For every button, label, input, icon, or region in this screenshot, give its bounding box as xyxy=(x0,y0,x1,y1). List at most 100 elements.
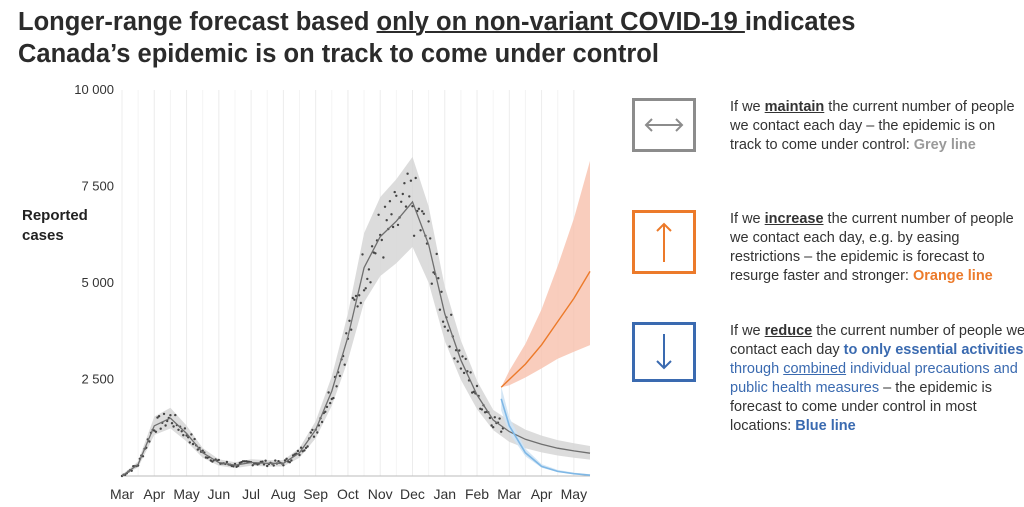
observed-point xyxy=(243,460,246,463)
y-tick-label: 5 000 xyxy=(81,275,114,290)
observed-point xyxy=(472,390,475,393)
legend-reduce-blue1: through xyxy=(730,361,784,377)
observed-point xyxy=(488,416,492,420)
legend-reduce-keyword: reduce xyxy=(764,323,813,339)
observed-point xyxy=(351,296,354,300)
observed-point xyxy=(438,308,442,311)
x-tick-label: Jan xyxy=(433,486,456,502)
observed-point xyxy=(193,437,196,441)
observed-point xyxy=(162,412,166,416)
x-tick-label: Oct xyxy=(337,486,359,502)
observed-point xyxy=(232,465,235,468)
y-tick-label: 7 500 xyxy=(81,179,114,194)
observed-point xyxy=(190,433,193,436)
observed-point xyxy=(335,385,338,388)
observed-point xyxy=(448,345,451,348)
legend-maintain-text: If we maintain the current number of peo… xyxy=(730,98,1024,155)
observed-point xyxy=(225,460,229,464)
legend-increase-text: If we increase the current number of peo… xyxy=(730,210,1024,286)
observed-point xyxy=(354,294,358,298)
observed-point xyxy=(288,461,291,464)
observed-point xyxy=(440,290,443,293)
observed-point xyxy=(266,464,269,468)
legend-reduce-blue-underlined: combined xyxy=(783,361,847,377)
observed-point xyxy=(411,205,414,208)
observed-point xyxy=(320,420,324,424)
title-line1-pre: Longer-range forecast based xyxy=(18,8,377,36)
observed-point xyxy=(309,431,312,434)
grey-uncertainty-band xyxy=(122,156,590,476)
x-tick-label: Jul xyxy=(242,486,260,502)
observed-point xyxy=(156,416,159,419)
observed-point xyxy=(462,371,466,375)
observed-point xyxy=(450,313,453,316)
observed-point xyxy=(403,182,406,185)
observed-point xyxy=(480,408,484,411)
observed-point xyxy=(383,205,387,208)
observed-point xyxy=(217,458,220,462)
up-arrow-icon xyxy=(632,210,696,274)
observed-point xyxy=(172,425,175,428)
legend-blue-line-label: Blue line xyxy=(795,418,856,434)
observed-point xyxy=(458,349,461,352)
observed-point xyxy=(401,192,404,196)
observed-point xyxy=(412,234,416,237)
observed-point xyxy=(430,282,433,285)
observed-point xyxy=(282,464,285,467)
observed-point xyxy=(359,301,362,305)
orange-uncertainty-band xyxy=(501,160,590,388)
observed-point xyxy=(191,442,195,446)
observed-point xyxy=(385,219,388,222)
legend-increase-keyword: increase xyxy=(764,211,824,227)
observed-point xyxy=(414,176,417,180)
observed-point xyxy=(377,213,380,216)
x-tick-label: Aug xyxy=(271,486,296,502)
observed-point xyxy=(475,384,479,388)
x-tick-label: May xyxy=(561,486,587,502)
grey-line xyxy=(121,200,591,477)
observed-point xyxy=(469,371,472,374)
observed-point xyxy=(388,200,392,203)
observed-point xyxy=(361,253,364,256)
title-line2: Canada’s epidemic is on track to come un… xyxy=(18,40,659,68)
observed-point xyxy=(367,268,371,271)
blue-line xyxy=(500,398,591,476)
observed-point xyxy=(274,459,277,462)
observed-point xyxy=(421,210,424,213)
observed-point xyxy=(358,294,361,297)
observed-point xyxy=(345,332,348,335)
observed-point xyxy=(408,195,411,198)
x-tick-label: Dec xyxy=(400,486,425,502)
observed-point xyxy=(409,179,413,182)
legend-maintain-p1: If we xyxy=(730,99,765,115)
observed-point xyxy=(419,229,422,232)
observed-point xyxy=(325,405,329,409)
x-tick-label: Feb xyxy=(465,486,489,502)
legend-grey-line-label: Grey line xyxy=(913,137,976,153)
observed-point xyxy=(188,441,191,444)
observed-point xyxy=(443,325,446,328)
observed-point xyxy=(332,396,335,400)
observed-point xyxy=(437,277,440,280)
y-tick-label: 2 500 xyxy=(81,372,114,387)
legend-reduce-bold-blue: to only essential activities xyxy=(843,342,1024,358)
observed-point xyxy=(498,417,501,420)
left-right-arrow-icon xyxy=(632,98,696,152)
observed-point xyxy=(374,252,377,255)
x-tick-label: Nov xyxy=(368,486,393,502)
observed-point xyxy=(303,449,306,452)
observed-point xyxy=(170,422,174,425)
legend-increase-p1: If we xyxy=(730,211,765,227)
observed-point xyxy=(380,238,383,242)
observed-point xyxy=(366,277,369,281)
legend-orange-line-label: Orange line xyxy=(912,268,993,284)
observed-point xyxy=(327,391,330,394)
legend-maintain-keyword: maintain xyxy=(764,99,825,115)
observed-point xyxy=(299,446,303,449)
observed-point xyxy=(406,172,409,175)
x-tick-label: May xyxy=(173,486,199,502)
observed-point xyxy=(343,363,346,366)
observed-point xyxy=(211,460,214,463)
observed-point xyxy=(157,415,161,418)
observed-point xyxy=(493,416,496,419)
